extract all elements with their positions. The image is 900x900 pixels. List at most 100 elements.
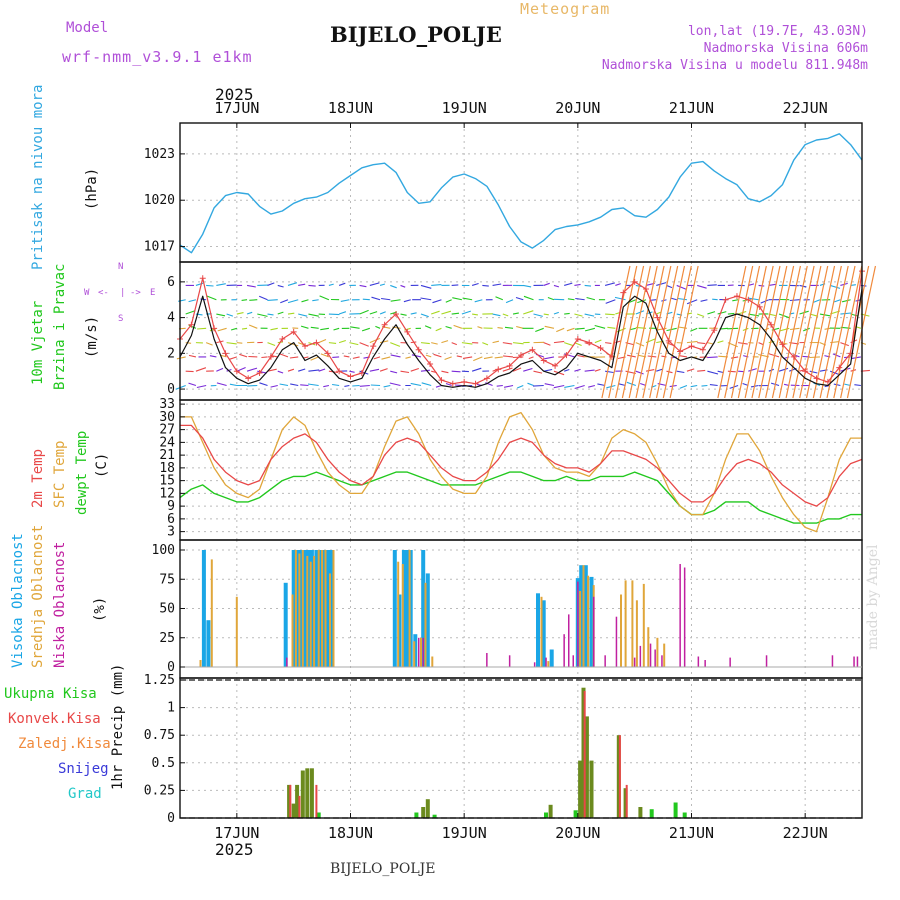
wind-gust-marker (438, 377, 445, 384)
wind-title: 10m Vjetar (30, 300, 46, 385)
wind-barb (789, 299, 800, 302)
y-tick-label: 1 (167, 701, 175, 716)
cloud-high-bar (579, 565, 584, 667)
wind-barb (700, 299, 708, 302)
wind-barb (389, 382, 401, 387)
tick-labels: 17JUN 17JUN 18JUN 18JUN 19JUN 19JUN 20JUN 20JUN… (144, 99, 828, 842)
y-tick-label: 0.75 (144, 728, 175, 743)
pressure-unit: (hPa) (84, 167, 100, 210)
wind-barb (482, 284, 489, 287)
wind-barb (361, 327, 370, 332)
wind-barb (494, 356, 503, 359)
wind-barb (840, 312, 852, 315)
precip-convective-bar (289, 784, 292, 818)
precip-total-bar (287, 784, 292, 818)
wind-barb (216, 382, 227, 387)
wind-barb (709, 384, 718, 387)
grid-layer (180, 123, 862, 819)
credit-watermark: made by Angel (865, 544, 881, 651)
wind-barb (278, 352, 289, 358)
wind-gust-marker (404, 328, 411, 335)
wind-gust-marker (540, 357, 547, 364)
wind-barb (523, 367, 533, 372)
precip-convective-bar (315, 784, 318, 818)
wind-gust-marker (756, 303, 763, 310)
y-tick-label: 1017 (144, 240, 175, 255)
x-tick-label-bottom: 17JUN (214, 824, 259, 842)
cloud-low-bar (683, 567, 686, 667)
wind-gust-marker (620, 289, 627, 296)
wind-barb (841, 299, 851, 303)
wind-barb-strong (792, 265, 822, 399)
wind-gust-marker (529, 346, 536, 353)
wind-barb (258, 295, 268, 301)
wind-barb (497, 327, 503, 329)
cloud-high-bar (413, 634, 418, 667)
wind-barb (445, 325, 452, 329)
cloud-low-bar (639, 645, 642, 667)
wind-barb (303, 356, 309, 359)
wind-barb (543, 282, 550, 286)
wind-barb (420, 297, 432, 301)
cloud-mid-bar (294, 550, 297, 667)
wind-barb (553, 311, 559, 315)
cloud-mid-bar (431, 656, 434, 667)
wind-barb (477, 326, 483, 329)
wind-barb (421, 382, 432, 387)
wind-barb (701, 384, 708, 387)
altitude-label: Nadmorska Visina 606m (703, 41, 868, 56)
legend-freezing-rain: Zaledj.Kisa (18, 736, 111, 752)
precip-total-bar (581, 687, 586, 818)
wind-barb (564, 312, 570, 315)
meteogram-label: Meteogram (520, 0, 611, 18)
wind-barb-strong (628, 265, 658, 399)
wind-gust-marker (563, 352, 570, 359)
wind-barb (379, 311, 386, 315)
wind-gust-marker (779, 341, 786, 348)
wind-barb (635, 342, 645, 347)
cloud-high-bar (206, 620, 211, 667)
compass-west: W (84, 288, 90, 298)
wind-barb (453, 324, 463, 329)
wind-gust-marker (518, 352, 524, 359)
wind-barb-strong (669, 265, 699, 399)
wind-barb (216, 283, 226, 286)
wind-barb (717, 370, 724, 374)
wind-gust-marker (415, 346, 422, 353)
wind-barb (737, 310, 747, 315)
wind-barb (267, 282, 275, 286)
precip-convective-bar (625, 784, 628, 818)
station-title: BIJELO_POLJE (330, 22, 502, 47)
wind-gust-marker (643, 286, 650, 293)
wind-barb (727, 370, 736, 373)
wind-barb (267, 342, 276, 347)
wind-barb (287, 282, 298, 286)
cloud-low-bar (286, 657, 288, 667)
wind-barb (300, 325, 309, 329)
cloud-mid-bar (579, 591, 582, 667)
wind-barb (495, 296, 504, 301)
wind-barb (307, 383, 319, 387)
wind-barb (369, 282, 380, 286)
x-tick-label-top: 20JUN (555, 99, 600, 117)
legend-snow: Snijeg (58, 761, 109, 777)
wind-barb-strong (730, 265, 761, 399)
cloud-high-bar (306, 550, 311, 667)
precip-total-bar (616, 735, 621, 818)
wind-barb (597, 383, 606, 387)
precip-total-bar (316, 812, 321, 818)
wind-barb (328, 283, 334, 286)
precip-convective-bar (298, 795, 301, 818)
wind-gust-marker (290, 328, 297, 335)
cloud-low-bar (649, 643, 652, 667)
wind-gust-marker (472, 380, 479, 387)
wind-barb (707, 342, 714, 345)
y-tick-label: 100 (152, 543, 175, 558)
panel-frames (179, 122, 863, 819)
y-tick-label: 6 (167, 512, 175, 527)
wind-barb-strong (662, 265, 692, 399)
wind-barb (390, 299, 401, 302)
precip-total-bar (584, 716, 589, 818)
wind-barb (605, 342, 612, 344)
wind-barb (832, 353, 841, 358)
